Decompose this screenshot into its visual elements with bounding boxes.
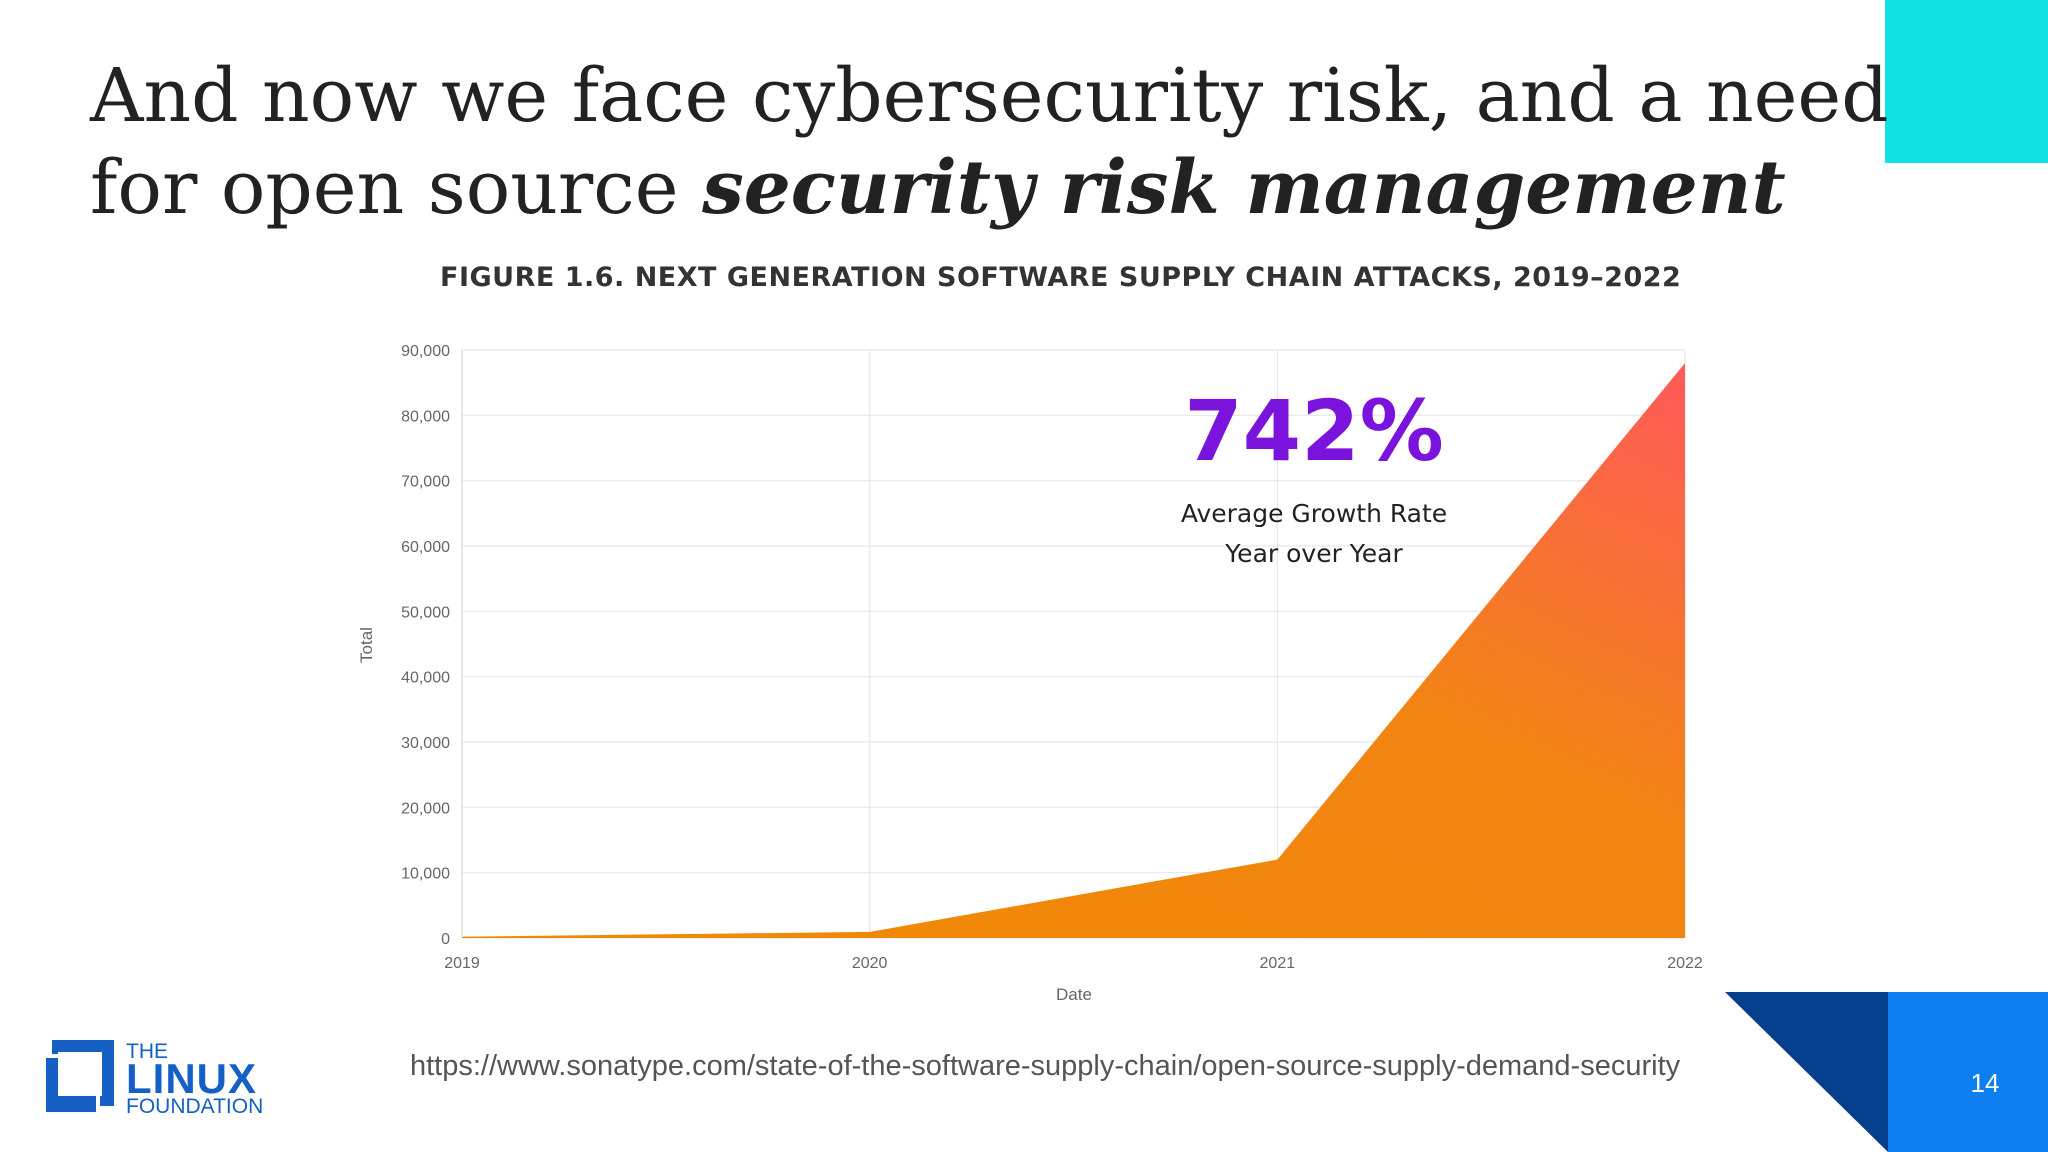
x-tick-label: 2020 [852,955,888,972]
growth-rate-value: 742% [1184,382,1444,480]
slide-title: And now we face cybersecurity risk, and … [90,50,1890,234]
y-axis-ticks: 0 10,000 20,000 30,000 40,000 50,000 60,000 70,… [401,343,450,948]
logo-text-the: THE [126,1040,168,1063]
source-url: https://www.sonatype.com/state-of-the-so… [410,1050,1681,1082]
y-axis-label: Total [357,627,376,663]
y-tick-label: 90,000 [401,343,450,360]
page-number: 14 [1970,1068,2000,1098]
logo-text-linux: LINUX [126,1055,257,1102]
y-tick-label: 0 [441,931,450,948]
title-line-2-plain: for open source [90,145,703,231]
series-area-fill [462,363,1685,938]
figure-title: FIGURE 1.6. NEXT GENERATION SOFTWARE SUP… [440,262,1682,293]
y-tick-label: 70,000 [401,474,450,491]
x-tick-label: 2021 [1260,955,1296,972]
y-tick-label: 30,000 [401,735,450,752]
corner-accent-bottom-right [1725,992,2048,1152]
logo-text-foundation: FOUNDATION [126,1095,264,1118]
growth-rate-label-line-2: Year over Year [1224,539,1403,568]
area-chart: 0 10,000 20,000 30,000 40,000 50,000 60,000 70,… [357,343,1703,1004]
x-axis-ticks: 2019 2020 2021 2022 [444,955,1703,972]
x-axis-label: Date [1056,985,1092,1004]
growth-rate-label-line-1: Average Growth Rate [1181,499,1447,528]
corner-accent-top-right [1885,0,2048,163]
y-tick-label: 80,000 [401,408,450,425]
title-line-2-emphasis: security risk management [702,145,1786,231]
linux-foundation-mark-icon [42,1040,114,1116]
y-tick-label: 10,000 [401,866,450,883]
x-tick-label: 2019 [444,955,480,972]
y-tick-label: 40,000 [401,670,450,687]
x-tick-label: 2022 [1667,955,1703,972]
linux-foundation-logo: THE LINUX FOUNDATION [42,1040,272,1120]
title-line-1: And now we face cybersecurity risk, and … [90,53,1889,139]
y-tick-label: 50,000 [401,604,450,621]
y-tick-label: 60,000 [401,539,450,556]
y-tick-label: 20,000 [401,800,450,817]
series-area [462,363,1685,938]
